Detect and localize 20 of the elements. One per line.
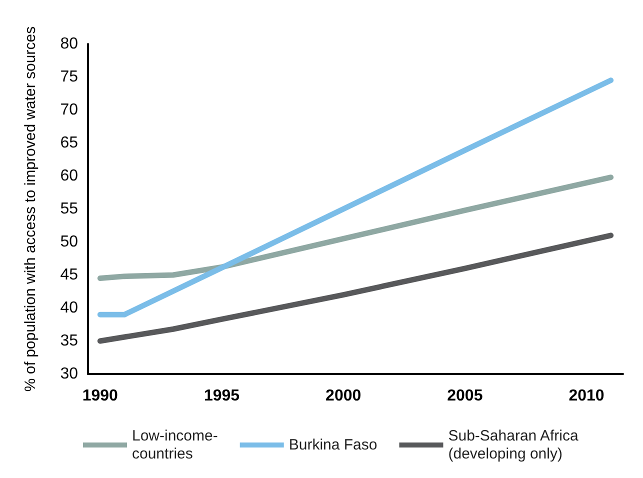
x-tick-label: 2010: [568, 388, 604, 404]
y-tick-label: 35: [60, 332, 78, 350]
x-tick-label: 2000: [326, 388, 362, 404]
legend-label: Low-income- countries: [132, 428, 218, 462]
y-tick-label: 55: [60, 200, 78, 218]
y-tick-label: 30: [60, 366, 78, 382]
x-tick-label: 2005: [447, 388, 483, 404]
y-tick-label: 50: [60, 234, 78, 250]
x-tick-label: 1990: [82, 388, 118, 404]
y-tick-label: 65: [60, 134, 78, 152]
y-tick-label: 80: [60, 36, 78, 52]
y-axis-title: % of population with access to improved water sources: [22, 26, 39, 392]
y-tick-label: 45: [60, 266, 78, 284]
x-tick-label: 1995: [204, 388, 240, 404]
legend-label: Sub-Saharan Africa (developing only): [448, 428, 579, 462]
legend-label: Burkina Faso: [288, 436, 378, 454]
y-tick-label: 40: [60, 300, 78, 316]
y-tick-label: 60: [60, 168, 78, 184]
y-tick-label: 75: [60, 68, 78, 86]
y-tick-label: 70: [60, 102, 78, 118]
